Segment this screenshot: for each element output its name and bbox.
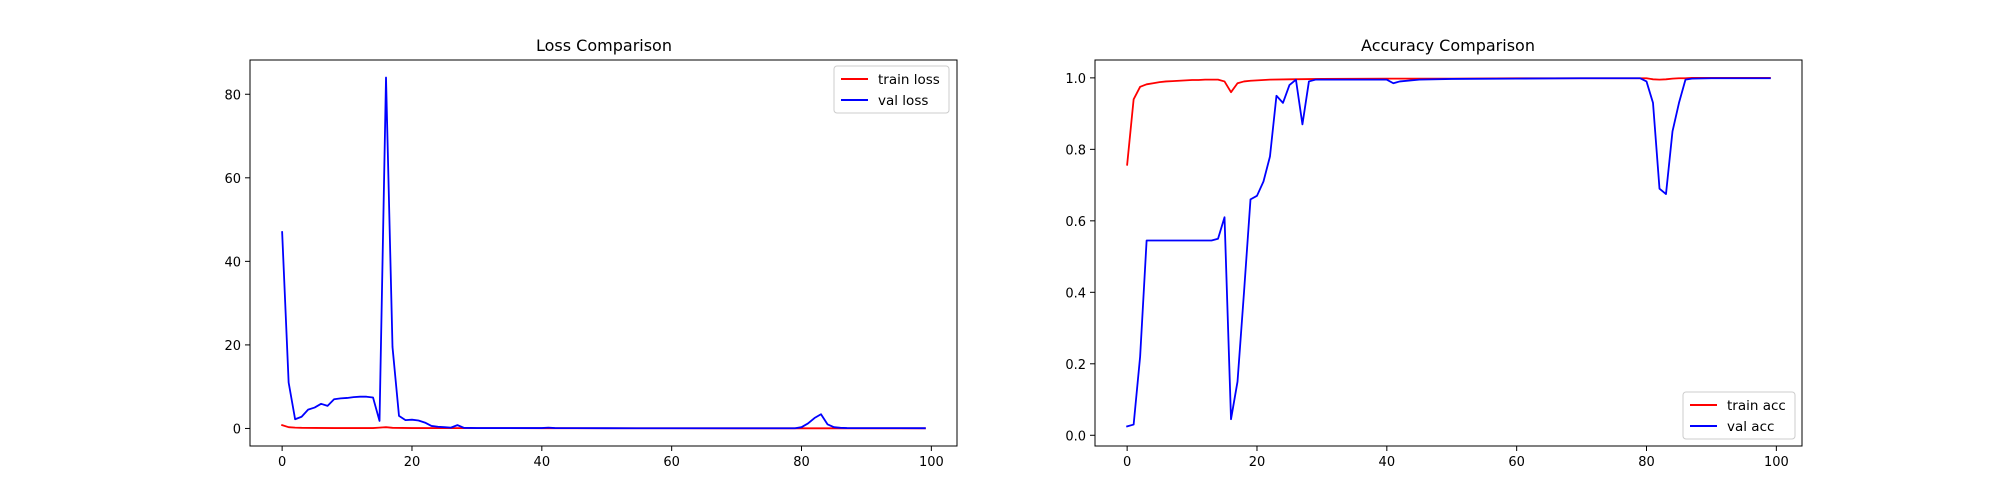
accuracy-legend-box — [1682, 391, 1796, 440]
accuracy-ytick-label: 0.6 — [1065, 215, 1086, 230]
accuracy-xtick-label: 20 — [1249, 455, 1266, 470]
loss-xtick-label: 20 — [404, 455, 421, 470]
loss-ytick-label: 60 — [224, 172, 241, 187]
accuracy-xtick-label: 100 — [1764, 455, 1789, 470]
legend-label-val-loss: val loss — [878, 93, 928, 109]
loss-ytick-label: 20 — [224, 339, 241, 354]
accuracy-xtick-label: 60 — [1508, 455, 1525, 470]
loss-xtick-label: 80 — [793, 455, 810, 470]
loss-axes-frame — [249, 59, 958, 447]
series-line-val-loss — [281, 76, 926, 430]
loss-ytick-label: 80 — [224, 88, 241, 103]
legend-label-train-acc: train acc — [1727, 398, 1786, 414]
loss-chart-title: Loss Comparison — [536, 36, 672, 55]
loss-plot-area: 0 20 40 60 80 100 0 20 40 60 80 — [224, 76, 944, 470]
loss-ytick-label: 40 — [224, 255, 241, 270]
accuracy-chart: Accuracy Comparison 0 20 40 60 80 100 0.0 0.2 0.… — [1065, 36, 1803, 470]
legend-label-train-loss: train loss — [878, 72, 940, 88]
accuracy-chart-title: Accuracy Comparison — [1361, 36, 1535, 55]
accuracy-xtick-label: 0 — [1123, 455, 1131, 470]
accuracy-ytick-label: 0.8 — [1065, 143, 1086, 158]
loss-ytick-label: 0 — [233, 422, 241, 437]
loss-legend: train loss val loss — [833, 65, 950, 114]
accuracy-xtick-label: 40 — [1379, 455, 1396, 470]
loss-xtick-label: 40 — [534, 455, 551, 470]
accuracy-plot-area: 0 20 40 60 80 100 0.0 0.2 0.4 0.6 0.8 1.0 — [1065, 72, 1788, 470]
accuracy-axes-frame — [1094, 59, 1803, 447]
series-line-train-acc — [1126, 76, 1771, 166]
loss-xtick-label: 60 — [663, 455, 680, 470]
accuracy-legend: train acc val acc — [1682, 391, 1796, 440]
legend-label-val-acc: val acc — [1727, 419, 1774, 435]
accuracy-xtick-label: 80 — [1638, 455, 1655, 470]
accuracy-ytick-label: 0.2 — [1065, 358, 1086, 373]
loss-chart: Loss Comparison 0 20 40 60 80 100 0 20 40 60 80 tr… — [224, 36, 958, 470]
loss-xtick-label: 100 — [919, 455, 944, 470]
accuracy-ytick-label: 0.4 — [1065, 286, 1086, 301]
loss-legend-box — [833, 65, 950, 114]
accuracy-ytick-label: 0.0 — [1065, 429, 1086, 444]
loss-xtick-label: 0 — [278, 455, 286, 470]
series-line-val-acc — [1126, 77, 1771, 428]
accuracy-ytick-label: 1.0 — [1065, 72, 1086, 87]
